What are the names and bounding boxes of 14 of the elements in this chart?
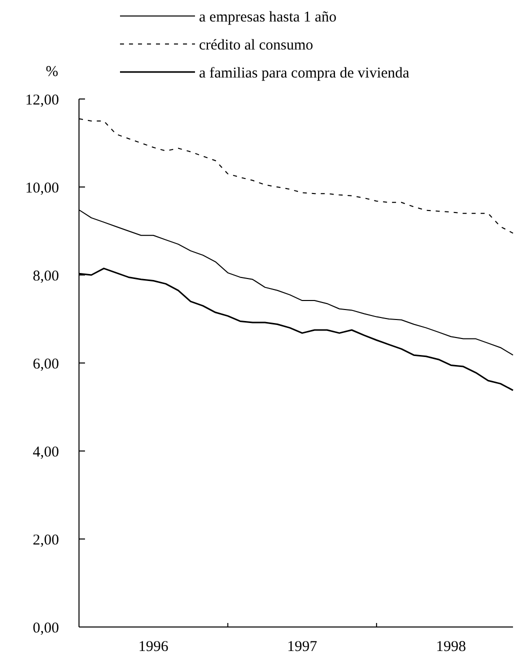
x-tick-label: 1997 (287, 639, 318, 655)
x-tick-label: 1996 (138, 639, 169, 655)
y-tick-label: 10,00 (25, 180, 59, 196)
y-tick-label: 6,00 (32, 356, 59, 372)
y-axis-title: % (46, 64, 58, 80)
y-tick-label: 4,00 (32, 444, 59, 460)
legend-label: a familias para compra de vivienda (199, 65, 410, 82)
legend-label: a empresas hasta 1 año (199, 9, 336, 26)
x-tick-label: 1998 (436, 639, 466, 655)
y-tick-label: 2,00 (32, 532, 59, 548)
y-tick-label: 0,00 (32, 620, 59, 636)
legend-label: crédito al consumo (199, 37, 314, 54)
y-tick-label: 8,00 (32, 268, 59, 284)
y-tick-label: 12,00 (25, 92, 59, 108)
